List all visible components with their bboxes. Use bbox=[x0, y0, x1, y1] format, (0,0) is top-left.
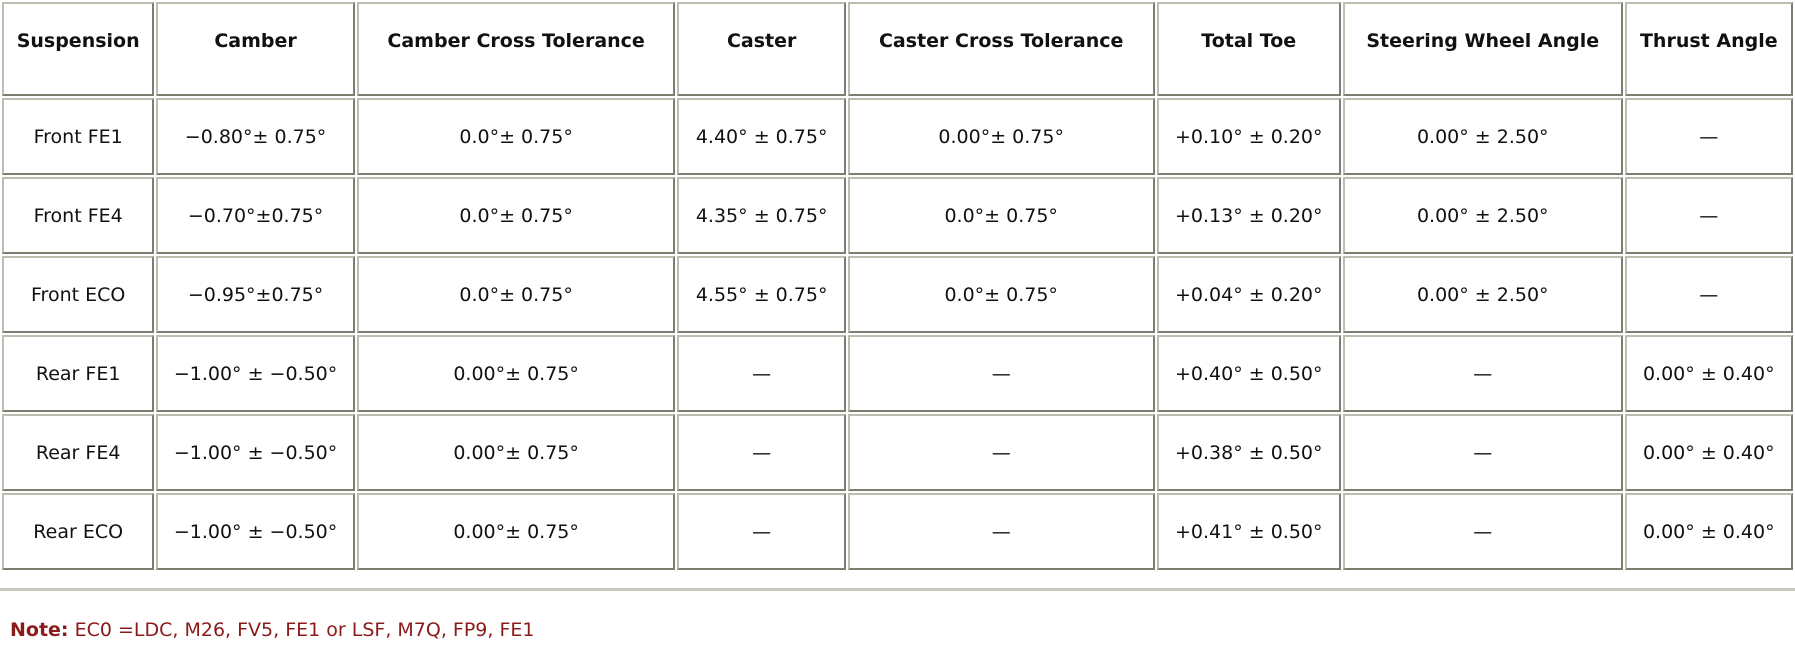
note-label: Note: bbox=[10, 619, 69, 641]
table-cell: — bbox=[1342, 335, 1623, 412]
table-cell: — bbox=[1342, 414, 1623, 491]
table-cell: — bbox=[847, 335, 1155, 412]
table-cell: +0.13° ± 0.20° bbox=[1156, 177, 1341, 254]
table-cell: 0.00°± 0.75° bbox=[847, 98, 1155, 175]
table-cell: 0.00° ± 2.50° bbox=[1342, 98, 1623, 175]
table-cell: +0.04° ± 0.20° bbox=[1156, 256, 1341, 333]
table-cell: Front FE1 bbox=[2, 98, 155, 175]
table-cell: 0.0°± 0.75° bbox=[356, 98, 676, 175]
table-cell: — bbox=[847, 414, 1155, 491]
table-cell: +0.10° ± 0.20° bbox=[1156, 98, 1341, 175]
table-row: Front ECO −0.95°±0.75° 0.0°± 0.75° 4.55°… bbox=[2, 256, 1793, 333]
table-cell: −1.00° ± −0.50° bbox=[156, 335, 355, 412]
table-cell: −0.95°±0.75° bbox=[156, 256, 355, 333]
table-cell: 0.00° ± 0.40° bbox=[1624, 335, 1793, 412]
table-cell: Rear ECO bbox=[2, 493, 155, 570]
table-cell: — bbox=[1624, 256, 1793, 333]
header-caster: Caster bbox=[677, 2, 846, 96]
table-cell: 0.00° ± 0.40° bbox=[1624, 414, 1793, 491]
table-cell: — bbox=[677, 414, 846, 491]
table-cell: Rear FE4 bbox=[2, 414, 155, 491]
table-cell: −0.70°±0.75° bbox=[156, 177, 355, 254]
table-row: Front FE1 −0.80°± 0.75° 0.0°± 0.75° 4.40… bbox=[2, 98, 1793, 175]
header-thrust-angle: Thrust Angle bbox=[1624, 2, 1793, 96]
header-suspension: Suspension bbox=[2, 2, 155, 96]
note-text: EC0 =LDC, M26, FV5, FE1 or LSF, M7Q, FP9… bbox=[74, 619, 535, 641]
table-cell: 0.0°± 0.75° bbox=[356, 177, 676, 254]
table-cell: — bbox=[677, 335, 846, 412]
table-row: Rear FE1 −1.00° ± −0.50° 0.00°± 0.75° — … bbox=[2, 335, 1793, 412]
header-camber: Camber bbox=[156, 2, 355, 96]
table-cell: 0.0°± 0.75° bbox=[847, 177, 1155, 254]
table-cell: 0.00°± 0.75° bbox=[356, 335, 676, 412]
table-header-row: Suspension Camber Camber Cross Tolerance… bbox=[2, 2, 1793, 96]
header-steering-wheel-angle: Steering Wheel Angle bbox=[1342, 2, 1623, 96]
note-box: Note: EC0 =LDC, M26, FV5, FE1 or LSF, M7… bbox=[0, 588, 1795, 649]
table-row: Rear FE4 −1.00° ± −0.50° 0.00°± 0.75° — … bbox=[2, 414, 1793, 491]
table-row: Front FE4 −0.70°±0.75° 0.0°± 0.75° 4.35°… bbox=[2, 177, 1793, 254]
table-row: Rear ECO −1.00° ± −0.50° 0.00°± 0.75° — … bbox=[2, 493, 1793, 570]
table-cell: 0.0°± 0.75° bbox=[356, 256, 676, 333]
table-cell: 4.35° ± 0.75° bbox=[677, 177, 846, 254]
table-cell: 0.0°± 0.75° bbox=[847, 256, 1155, 333]
table-cell: Rear FE1 bbox=[2, 335, 155, 412]
table-cell: −0.80°± 0.75° bbox=[156, 98, 355, 175]
table-cell: +0.38° ± 0.50° bbox=[1156, 414, 1341, 491]
table-cell: — bbox=[1624, 177, 1793, 254]
table-cell: −1.00° ± −0.50° bbox=[156, 493, 355, 570]
table-cell: +0.40° ± 0.50° bbox=[1156, 335, 1341, 412]
table-cell: — bbox=[1342, 493, 1623, 570]
alignment-spec-table: Suspension Camber Camber Cross Tolerance… bbox=[0, 0, 1795, 572]
header-camber-cross-tolerance: Camber Cross Tolerance bbox=[356, 2, 676, 96]
table-cell: 0.00° ± 2.50° bbox=[1342, 177, 1623, 254]
table-cell: — bbox=[1624, 98, 1793, 175]
table-cell: — bbox=[847, 493, 1155, 570]
header-total-toe: Total Toe bbox=[1156, 2, 1341, 96]
header-caster-cross-tolerance: Caster Cross Tolerance bbox=[847, 2, 1155, 96]
table-cell: 4.55° ± 0.75° bbox=[677, 256, 846, 333]
table-cell: 0.00°± 0.75° bbox=[356, 414, 676, 491]
table-cell: 4.40° ± 0.75° bbox=[677, 98, 846, 175]
table-cell: 0.00°± 0.75° bbox=[356, 493, 676, 570]
table-cell: 0.00° ± 0.40° bbox=[1624, 493, 1793, 570]
table-cell: Front ECO bbox=[2, 256, 155, 333]
table-cell: +0.41° ± 0.50° bbox=[1156, 493, 1341, 570]
table-cell: — bbox=[677, 493, 846, 570]
table-cell: −1.00° ± −0.50° bbox=[156, 414, 355, 491]
table-cell: 0.00° ± 2.50° bbox=[1342, 256, 1623, 333]
table-cell: Front FE4 bbox=[2, 177, 155, 254]
